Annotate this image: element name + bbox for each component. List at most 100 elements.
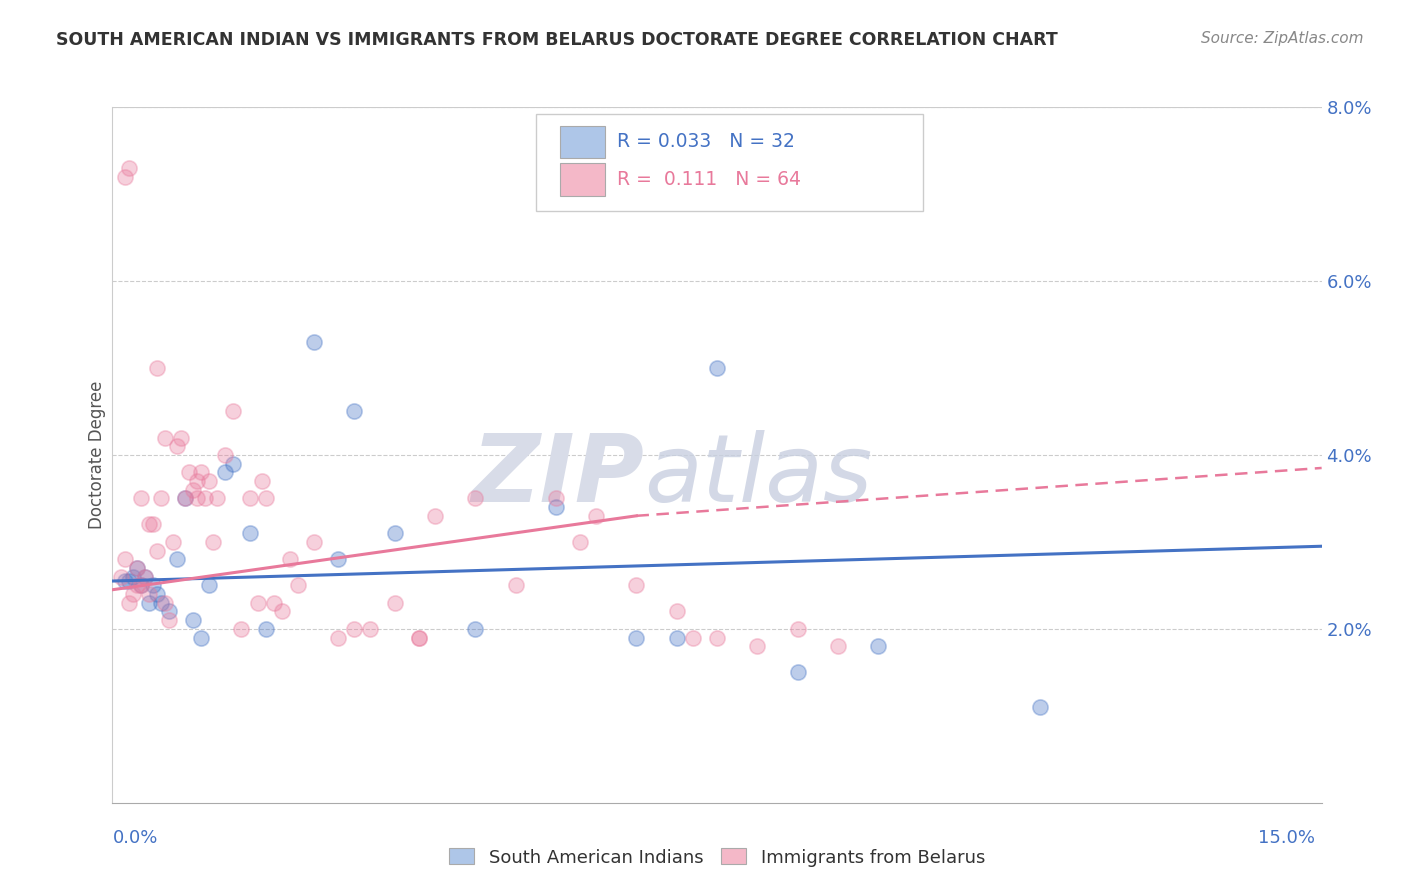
Point: [157, 613, 180, 627]
Point: [250, 474, 273, 488]
Point: [190, 466, 212, 480]
Point: [125, 561, 148, 575]
Point: [129, 491, 152, 506]
Point: [665, 631, 688, 645]
Point: [166, 439, 188, 453]
Point: [682, 631, 704, 645]
Point: [328, 552, 350, 566]
Point: [157, 605, 180, 619]
Point: [117, 161, 139, 175]
Point: [706, 631, 728, 645]
Point: [114, 552, 136, 566]
Point: [827, 639, 849, 653]
Point: [114, 169, 136, 184]
Point: [423, 508, 446, 523]
Point: [238, 491, 260, 506]
Point: [153, 596, 176, 610]
Point: [207, 491, 229, 506]
FancyBboxPatch shape: [560, 163, 605, 196]
Point: [186, 474, 208, 488]
Point: [142, 578, 165, 592]
Point: [786, 665, 808, 680]
FancyBboxPatch shape: [536, 114, 922, 211]
Point: [170, 431, 193, 445]
Text: R = 0.033   N = 32: R = 0.033 N = 32: [617, 132, 794, 152]
Point: [302, 334, 325, 349]
Point: [270, 605, 292, 619]
Point: [134, 570, 156, 584]
Point: [162, 535, 184, 549]
Point: [181, 483, 204, 497]
Legend: South American Indians, Immigrants from Belarus: South American Indians, Immigrants from …: [441, 841, 993, 874]
Text: Source: ZipAtlas.com: Source: ZipAtlas.com: [1201, 31, 1364, 46]
Point: [302, 535, 325, 549]
Y-axis label: Doctorate Degree: Doctorate Degree: [87, 381, 105, 529]
Point: [153, 431, 176, 445]
Text: 0.0%: 0.0%: [112, 829, 157, 847]
Point: [138, 517, 160, 532]
Point: [134, 570, 156, 584]
Point: [174, 491, 197, 506]
Point: [190, 631, 212, 645]
Text: ZIP: ZIP: [471, 430, 644, 522]
Point: [868, 639, 890, 653]
Text: R =  0.111   N = 64: R = 0.111 N = 64: [617, 170, 800, 189]
Text: SOUTH AMERICAN INDIAN VS IMMIGRANTS FROM BELARUS DOCTORATE DEGREE CORRELATION CH: SOUTH AMERICAN INDIAN VS IMMIGRANTS FROM…: [56, 31, 1057, 49]
Point: [254, 622, 277, 636]
Point: [665, 605, 688, 619]
Point: [287, 578, 309, 592]
Point: [384, 526, 406, 541]
Point: [222, 457, 245, 471]
FancyBboxPatch shape: [560, 126, 605, 158]
Point: [238, 526, 260, 541]
Point: [149, 596, 172, 610]
Point: [146, 543, 169, 558]
Point: [146, 587, 169, 601]
Point: [198, 578, 221, 592]
Point: [186, 491, 208, 506]
Point: [174, 491, 197, 506]
Point: [246, 596, 269, 610]
Point: [747, 639, 769, 653]
Point: [121, 587, 143, 601]
Point: [464, 622, 486, 636]
Text: atlas: atlas: [644, 430, 873, 521]
Point: [278, 552, 301, 566]
Point: [505, 578, 527, 592]
Point: [202, 535, 225, 549]
Text: 15.0%: 15.0%: [1257, 829, 1315, 847]
Point: [146, 360, 169, 375]
Point: [129, 578, 152, 592]
Point: [343, 404, 366, 418]
Point: [384, 596, 406, 610]
Point: [786, 622, 808, 636]
Point: [177, 466, 200, 480]
Point: [110, 570, 132, 584]
Point: [222, 404, 245, 418]
Point: [198, 474, 221, 488]
Point: [117, 574, 139, 588]
Point: [214, 466, 236, 480]
Point: [125, 561, 148, 575]
Point: [138, 596, 160, 610]
Point: [125, 578, 148, 592]
Point: [254, 491, 277, 506]
Point: [408, 631, 430, 645]
Point: [149, 491, 172, 506]
Point: [231, 622, 253, 636]
Point: [138, 587, 160, 601]
Point: [117, 596, 139, 610]
Point: [464, 491, 486, 506]
Point: [142, 517, 165, 532]
Point: [121, 570, 143, 584]
Point: [626, 578, 648, 592]
Point: [181, 613, 204, 627]
Point: [194, 491, 217, 506]
Point: [569, 535, 592, 549]
Point: [585, 508, 607, 523]
Point: [343, 622, 366, 636]
Point: [408, 631, 430, 645]
Point: [626, 631, 648, 645]
Point: [544, 491, 567, 506]
Point: [129, 578, 152, 592]
